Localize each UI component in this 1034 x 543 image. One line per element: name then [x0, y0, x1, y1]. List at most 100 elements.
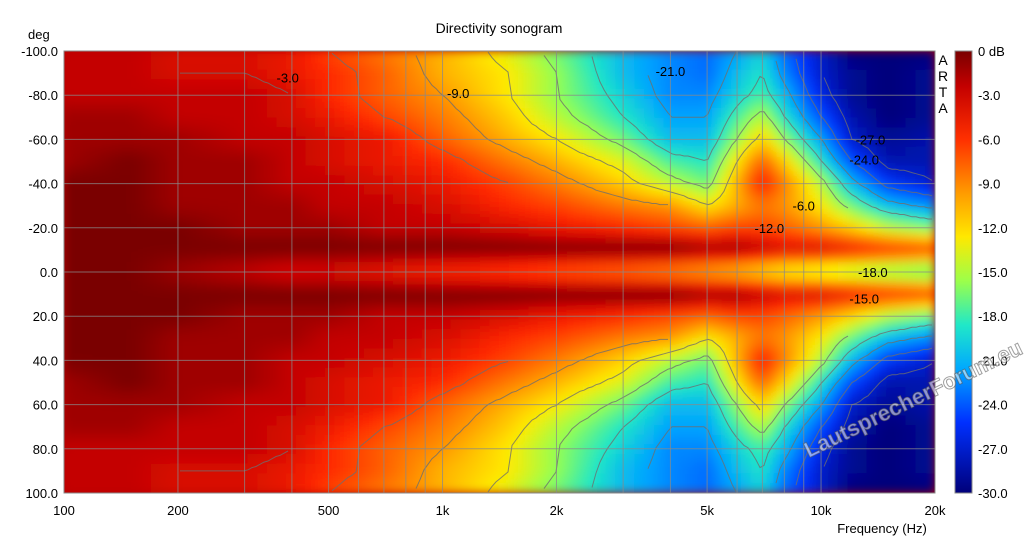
heatmap-cell: [315, 329, 326, 340]
heatmap-cell: [102, 473, 113, 484]
heatmap-cell: [634, 386, 646, 398]
heatmap-cell: [373, 463, 384, 475]
heatmap-cell: [624, 425, 636, 436]
heatmap-cell: [305, 204, 317, 215]
heatmap-cell: [557, 108, 568, 119]
heatmap-cell: [789, 300, 801, 311]
heatmap-cell: [382, 69, 394, 81]
heatmap-cell: [653, 204, 665, 215]
heatmap-cell: [837, 60, 849, 71]
heatmap-cell: [92, 463, 104, 475]
heatmap-cell: [905, 136, 917, 148]
heatmap-cell: [179, 60, 191, 71]
heatmap-cell: [663, 482, 675, 493]
heatmap-cell: [179, 434, 191, 446]
heatmap-cell: [189, 463, 200, 475]
heatmap-cell: [692, 319, 704, 331]
heatmap-cell: [653, 473, 665, 484]
heatmap-cell: [915, 415, 926, 427]
heatmap-cell: [353, 281, 365, 292]
heatmap-cell: [595, 415, 607, 427]
heatmap-cell: [160, 185, 171, 196]
heatmap-cell: [373, 290, 384, 302]
heatmap-cell: [92, 329, 104, 340]
heatmap-cell: [866, 386, 878, 398]
heatmap-cell: [740, 454, 752, 465]
heatmap-cell: [373, 127, 384, 138]
heatmap-cell: [344, 290, 355, 302]
heatmap-cell: [218, 444, 230, 456]
heatmap-cell: [508, 319, 520, 331]
heatmap-cell: [924, 185, 935, 196]
heatmap-cell: [266, 463, 278, 475]
heatmap-cell: [228, 156, 239, 167]
heatmap-cell: [121, 377, 133, 388]
heatmap-cell: [131, 319, 142, 331]
heatmap-cell: [150, 242, 162, 254]
heatmap-cell: [82, 98, 94, 110]
heatmap-cell: [605, 329, 617, 340]
heatmap-cell: [595, 357, 607, 369]
heatmap-cell: [392, 185, 404, 196]
heatmap-cell: [837, 233, 849, 244]
heatmap-cell: [576, 69, 588, 81]
heatmap-cell: [624, 319, 636, 331]
heatmap-cell: [644, 300, 655, 311]
heatmap-cell: [247, 127, 259, 138]
heatmap-cell: [615, 290, 626, 302]
heatmap-cell: [460, 271, 471, 283]
heatmap-cell: [837, 165, 849, 177]
heatmap-cell: [198, 271, 210, 283]
heatmap-cell: [189, 242, 200, 254]
heatmap-cell: [169, 204, 181, 215]
heatmap-cell: [131, 348, 142, 359]
heatmap-cell: [73, 290, 84, 302]
heatmap-cell: [847, 473, 859, 484]
heatmap-cell: [344, 425, 355, 436]
heatmap-cell: [102, 482, 113, 493]
heatmap-cell: [276, 415, 288, 427]
heatmap-cell: [218, 223, 230, 235]
heatmap-cell: [915, 444, 926, 456]
heatmap-cell: [818, 51, 830, 62]
heatmap-cell: [489, 98, 500, 110]
heatmap-cell: [305, 444, 317, 456]
heatmap-cell: [237, 415, 249, 427]
heatmap-cell: [295, 425, 307, 436]
heatmap-cell: [315, 185, 326, 196]
heatmap-cell: [276, 204, 288, 215]
heatmap-cell: [586, 386, 597, 398]
heatmap-cell: [450, 213, 462, 225]
heatmap-cell: [150, 473, 162, 484]
heatmap-cell: [711, 434, 723, 446]
heatmap-cell: [866, 175, 878, 187]
heatmap-cell: [711, 482, 723, 493]
heatmap-cell: [382, 367, 394, 379]
heatmap-cell: [547, 88, 559, 100]
heatmap-cell: [392, 281, 404, 292]
heatmap-cell: [237, 367, 249, 379]
heatmap-cell: [595, 146, 607, 158]
heatmap-cell: [682, 60, 694, 71]
heatmap-cell: [257, 357, 268, 369]
heatmap-cell: [421, 60, 433, 71]
heatmap-cell: [382, 136, 394, 148]
heatmap-cell: [653, 146, 665, 158]
heatmap-cell: [440, 194, 452, 206]
heatmap-cell: [276, 309, 288, 321]
heatmap-cell: [547, 233, 559, 244]
heatmap-cell: [760, 300, 771, 311]
heatmap-cell: [634, 377, 646, 388]
heatmap-cell: [886, 98, 897, 110]
heatmap-cell: [479, 319, 491, 331]
heatmap-cell: [363, 290, 375, 302]
heatmap-cell: [121, 454, 133, 465]
heatmap-cell: [411, 281, 423, 292]
heatmap-cell: [150, 415, 162, 427]
heatmap-cell: [586, 281, 597, 292]
heatmap-cell: [324, 127, 336, 138]
heatmap-cell: [692, 300, 704, 311]
heatmap-cell: [682, 165, 694, 177]
heatmap-cell: [682, 415, 694, 427]
heatmap-cell: [102, 415, 113, 427]
